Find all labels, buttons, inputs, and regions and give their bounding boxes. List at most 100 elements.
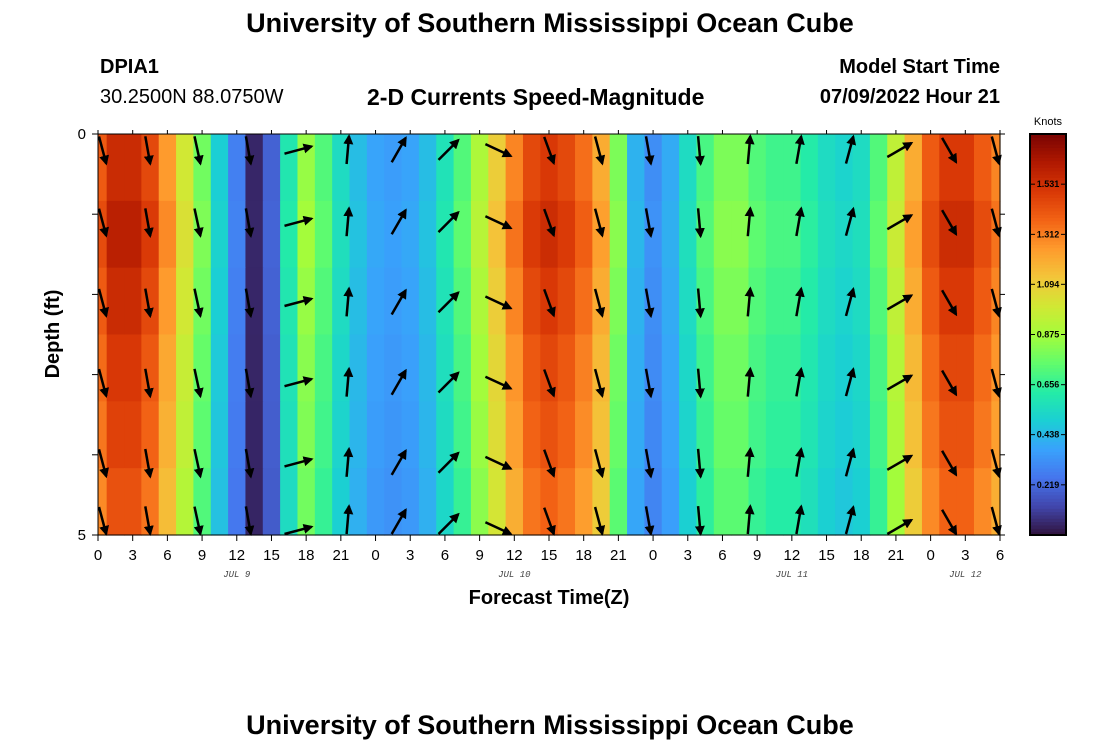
current-vector-arrow <box>941 450 958 477</box>
chart-title: 2-D Currents Speed-Magnitude <box>367 84 705 110</box>
heatmap-cell <box>575 401 593 469</box>
x-tick-label: 3 <box>684 547 692 564</box>
x-tick-label: 12 <box>228 547 245 564</box>
heatmap-cell <box>522 200 541 269</box>
current-vector-arrow <box>193 368 204 399</box>
heatmap-cell <box>141 401 160 469</box>
colorbar-segment <box>1030 484 1066 489</box>
heatmap-cell <box>679 267 698 336</box>
heatmap-cell <box>193 267 212 336</box>
heatmap-cell <box>141 468 160 536</box>
current-vector-arrow <box>990 208 1002 238</box>
colorbar-segment <box>1030 511 1066 516</box>
heatmap-cell <box>991 468 1001 536</box>
current-vector-arrow <box>886 214 914 231</box>
heatmap-cell <box>314 468 333 536</box>
heatmap-cell <box>575 134 593 202</box>
heatmap-cell <box>384 200 403 269</box>
current-vector-arrow <box>244 448 255 479</box>
heatmap-cell <box>106 200 125 269</box>
heatmap-cell <box>280 200 299 269</box>
current-vector-arrow <box>143 448 154 479</box>
heatmap-cell <box>679 468 698 536</box>
current-vector-arrow <box>437 451 460 474</box>
heatmap-cell <box>505 134 524 202</box>
heatmap-cell <box>124 401 142 469</box>
heatmap-cell <box>262 334 281 402</box>
colorbar-segment <box>1030 137 1066 142</box>
colorbar-segment <box>1030 508 1066 513</box>
current-vector-arrow <box>794 504 805 535</box>
heatmap-cell <box>176 401 195 469</box>
colorbar-segment <box>1030 227 1066 232</box>
heatmap-cell <box>748 401 767 469</box>
colorbar-tick-label: 1.312 <box>1037 229 1060 239</box>
heatmap-cell <box>575 334 593 402</box>
heatmap-cell <box>401 334 420 402</box>
heatmap-cell <box>765 334 784 402</box>
heatmap-cell <box>731 134 750 202</box>
current-vector-arrow <box>143 288 154 319</box>
colorbar-segment <box>1030 244 1066 249</box>
colorbar-segment <box>1030 367 1066 372</box>
colorbar-segment <box>1030 347 1066 352</box>
colorbar-segment <box>1030 327 1066 332</box>
current-vector-arrow <box>593 448 606 479</box>
heatmap-cell <box>956 267 975 336</box>
current-vector-arrow <box>941 509 958 536</box>
heatmap-cell <box>817 468 836 536</box>
colorbar-segment <box>1030 441 1066 446</box>
heatmap-cell <box>679 200 698 269</box>
heatmap-cell <box>973 401 992 469</box>
heatmap-cell <box>921 468 940 536</box>
heatmap-cell <box>401 134 420 202</box>
current-vector-arrow <box>390 136 407 163</box>
current-vector-arrow <box>694 288 705 319</box>
heatmap-cell <box>366 134 385 202</box>
heatmap-cell <box>349 468 368 536</box>
heatmap-cell <box>332 267 351 336</box>
heatmap-cell <box>124 267 142 336</box>
current-vector-arrow <box>694 448 705 479</box>
colorbar-segment <box>1030 294 1066 299</box>
colorbar-segment <box>1030 521 1066 526</box>
heatmap-cell <box>592 134 611 202</box>
heatmap-cell <box>852 267 871 336</box>
heatmap-cell <box>488 200 507 269</box>
colorbar-segment <box>1030 344 1066 349</box>
current-vector-arrow <box>244 368 255 399</box>
colorbar-segment <box>1030 304 1066 309</box>
heatmap-cell <box>713 401 732 469</box>
heatmap-cell <box>124 200 142 269</box>
heatmap-cell <box>522 267 541 336</box>
heatmap-cell <box>661 468 680 536</box>
current-vector-arrow <box>744 446 755 477</box>
x-tick-label: 0 <box>926 547 934 564</box>
colorbar-segment <box>1030 321 1066 325</box>
heatmap-cell <box>696 134 715 202</box>
heatmap-cell <box>887 334 906 402</box>
heatmap-cell <box>765 401 784 469</box>
x-tick-label: 6 <box>718 547 726 564</box>
day-label: JUL 9 <box>223 570 251 580</box>
colorbar-segment <box>1030 187 1066 192</box>
colorbar-segment <box>1030 474 1066 479</box>
heatmap-cell <box>921 267 940 336</box>
heatmap-cell <box>609 267 628 336</box>
current-vector-arrow <box>794 286 805 317</box>
heatmap-cell <box>748 468 767 536</box>
heatmap-cell <box>731 200 750 269</box>
colorbar-segment <box>1030 494 1066 499</box>
y-tick-label: 0 <box>78 126 86 143</box>
page-title: University of Southern Mississippi Ocean… <box>246 8 854 38</box>
x-tick-label: 9 <box>198 547 206 564</box>
day-label: JUL 11 <box>776 570 808 580</box>
colorbar-segment <box>1030 387 1066 392</box>
current-vector-arrow <box>143 208 154 238</box>
colorbar-segment <box>1030 361 1066 366</box>
current-vector-arrow <box>593 208 606 238</box>
current-vector-arrow <box>484 215 513 230</box>
current-vector-arrow <box>143 506 154 536</box>
heatmap-cell <box>939 134 958 202</box>
heatmap-cell <box>783 267 802 336</box>
